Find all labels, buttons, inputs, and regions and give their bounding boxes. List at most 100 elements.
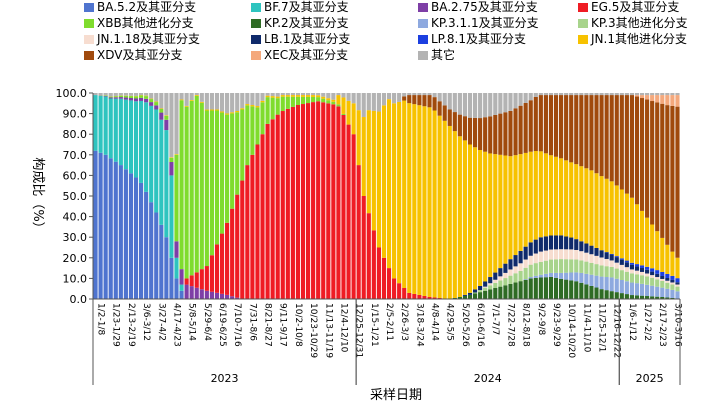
bar-segment xyxy=(179,100,183,269)
bar-segment xyxy=(240,108,244,109)
bar-segment xyxy=(190,101,194,275)
bar-segment xyxy=(372,230,376,299)
y-tick-label: 20.0 xyxy=(63,252,88,265)
bar-segment xyxy=(422,93,426,95)
legend-label: KP.2及其亚分支 xyxy=(264,16,349,30)
bar-segment xyxy=(605,179,609,252)
bar-segment xyxy=(498,287,502,299)
x-tick-label: 6/19-6/25 xyxy=(217,303,227,347)
bar-segment xyxy=(331,102,335,105)
x-tick-label: 7/10-7/16 xyxy=(232,303,242,347)
bar-segment xyxy=(569,93,573,95)
bar-segment xyxy=(331,93,335,100)
bar-segment xyxy=(529,277,533,278)
bar-segment xyxy=(488,93,492,116)
bar-segment xyxy=(149,93,153,99)
bar-segment xyxy=(215,93,219,109)
bar-segment xyxy=(539,278,543,299)
bar-segment xyxy=(402,93,406,96)
bar-segment xyxy=(519,281,523,299)
bar-segment xyxy=(529,278,533,299)
bar-segment xyxy=(149,202,153,299)
bar-segment xyxy=(625,272,629,282)
bar-segment xyxy=(154,105,158,109)
y-tick-label: 10.0 xyxy=(63,272,88,285)
y-axis-title: 构成比（%） xyxy=(30,157,45,234)
bar-segment xyxy=(620,258,624,259)
bar-segment xyxy=(316,93,320,95)
bar-segment xyxy=(615,93,619,95)
bar-segment xyxy=(478,118,482,150)
bar-segment xyxy=(640,275,644,284)
bar-segment xyxy=(412,294,416,299)
bar-segment xyxy=(620,95,624,189)
bar-segment xyxy=(584,168,588,243)
x-axis-title: 采样日期 xyxy=(370,388,422,403)
bar-segment xyxy=(200,103,204,269)
bar-segment xyxy=(488,153,492,277)
bar-segment xyxy=(362,196,366,299)
bar-segment xyxy=(579,166,583,241)
bar-segment xyxy=(144,99,148,102)
legend-swatch xyxy=(578,19,588,28)
bar-segment xyxy=(210,110,214,111)
bar-segment xyxy=(655,277,659,279)
bar-segment xyxy=(468,93,472,118)
bar-segment xyxy=(584,262,588,274)
bar-segment xyxy=(645,95,649,99)
bar-segment xyxy=(589,263,593,275)
bar-segment xyxy=(549,273,553,277)
bar-segment xyxy=(215,244,219,292)
x-tick-label: 8/12-8/18 xyxy=(521,303,531,347)
bar-segment xyxy=(387,268,391,299)
bar-segment xyxy=(286,95,290,97)
bar-segment xyxy=(529,93,533,100)
bar-segment xyxy=(640,93,644,95)
bar-segment xyxy=(463,140,467,295)
bar-segment xyxy=(524,153,528,247)
bar-segment xyxy=(220,93,224,111)
bar-segment xyxy=(513,255,517,266)
bar-segment xyxy=(665,105,669,245)
bar-segment xyxy=(220,294,224,299)
legend-label: BA.2.75及其亚分支 xyxy=(431,0,538,14)
y-tick-label: 90.0 xyxy=(63,108,88,121)
legend-swatch xyxy=(84,51,94,60)
bar-segment xyxy=(539,95,543,151)
bar-segment xyxy=(579,283,583,299)
x-tick-label: 9/11-9/17 xyxy=(278,303,288,347)
bar-segment xyxy=(367,213,371,299)
bar-segment xyxy=(544,261,548,274)
legend-label: LP.8.1及其亚分支 xyxy=(431,32,526,46)
bar-segment xyxy=(488,116,492,153)
legend-label: BF.7及其亚分支 xyxy=(264,0,349,14)
bar-segment xyxy=(635,283,639,295)
bar-segment xyxy=(589,246,593,255)
bar-segment xyxy=(159,109,163,113)
bar-segment xyxy=(534,263,538,276)
bar-segment xyxy=(336,93,340,95)
bar-segment xyxy=(149,102,153,106)
bar-segment xyxy=(200,93,204,102)
bar-segment xyxy=(620,293,624,299)
bar-segment xyxy=(498,268,502,276)
bar-segment xyxy=(139,101,143,183)
bar-segment xyxy=(291,107,295,299)
bar-segment xyxy=(286,93,290,95)
x-tick-label: 5/8-5/14 xyxy=(187,303,197,341)
bar-segment xyxy=(453,131,457,298)
bar-segment xyxy=(513,283,517,299)
bar-segment xyxy=(615,263,619,269)
bar-segment xyxy=(670,106,674,252)
bar-segment xyxy=(524,268,528,279)
bar-segment xyxy=(503,278,507,285)
bars xyxy=(93,93,679,299)
bar-segment xyxy=(635,274,639,283)
bar-segment xyxy=(296,105,300,299)
bar-segment xyxy=(524,247,528,260)
bar-segment xyxy=(544,277,548,299)
bar-segment xyxy=(665,289,669,298)
bar-segment xyxy=(534,93,538,97)
y-tick-label: 70.0 xyxy=(63,149,88,162)
